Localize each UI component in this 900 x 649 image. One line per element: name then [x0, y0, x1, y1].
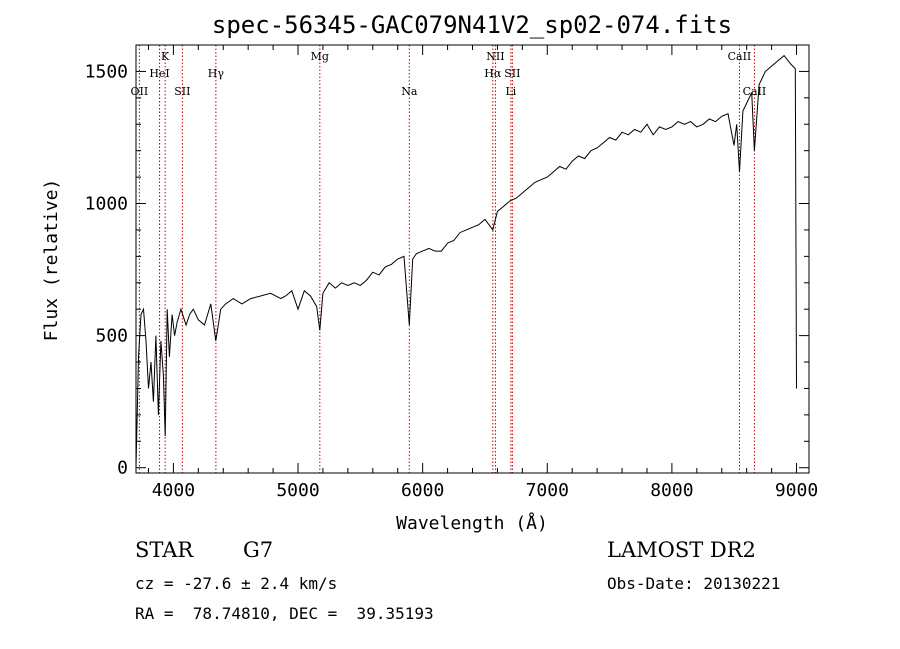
coordinates: RA = 78.74810, DEC = 39.35193 — [135, 604, 434, 623]
redshift-cz: cz = -27.6 ± 2.4 km/s — [135, 574, 338, 593]
line-marker-label: K — [161, 50, 170, 63]
line-marker-label: Hγ — [208, 67, 225, 80]
y-tick-label: 500 — [95, 326, 128, 347]
line-markers — [138, 45, 755, 473]
line-marker-label: CaII — [743, 85, 767, 98]
line-marker-label: NII — [486, 50, 504, 63]
line-marker-label: OII — [131, 85, 149, 98]
x-tick-label: 7000 — [526, 480, 569, 501]
line-marker-label: CaII — [728, 50, 752, 63]
obs-date: Obs-Date: 20130221 — [607, 574, 781, 593]
object-class: STAR — [135, 538, 194, 562]
x-tick-label: 5000 — [276, 480, 319, 501]
y-tick-label: 1000 — [85, 194, 128, 215]
y-tick-label: 0 — [117, 458, 128, 479]
survey-name: LAMOST DR2 — [607, 538, 756, 562]
line-marker-label: Mg — [311, 50, 329, 63]
x-tick-label: 6000 — [401, 480, 444, 501]
line-marker-label: SII — [504, 67, 520, 80]
line-marker-label: SII — [174, 85, 190, 98]
y-axis-label: Flux (relative) — [41, 179, 62, 342]
y-tick-labels: 0 500 1000 1500 — [85, 61, 128, 478]
line-marker-label: HeI — [149, 67, 169, 80]
spectrum-line — [135, 54, 797, 468]
object-subclass: G7 — [243, 538, 274, 562]
x-tick-label: 9000 — [775, 480, 818, 501]
x-tick-label: 4000 — [152, 480, 195, 501]
axis-ticks — [136, 44, 809, 473]
x-tick-label: 8000 — [650, 480, 693, 501]
chart-title: spec-56345-GAC079N41V2_sp02-074.fits — [212, 11, 732, 39]
x-tick-labels: 4000 5000 6000 7000 8000 9000 — [152, 480, 819, 501]
x-axis-label: Wavelength (Å) — [396, 512, 548, 534]
line-marker-label: Li — [505, 85, 516, 98]
line-marker-label: Hα — [484, 67, 502, 80]
y-tick-label: 1500 — [85, 61, 128, 82]
line-marker-label: Na — [401, 85, 418, 98]
plot-frame — [135, 44, 810, 474]
